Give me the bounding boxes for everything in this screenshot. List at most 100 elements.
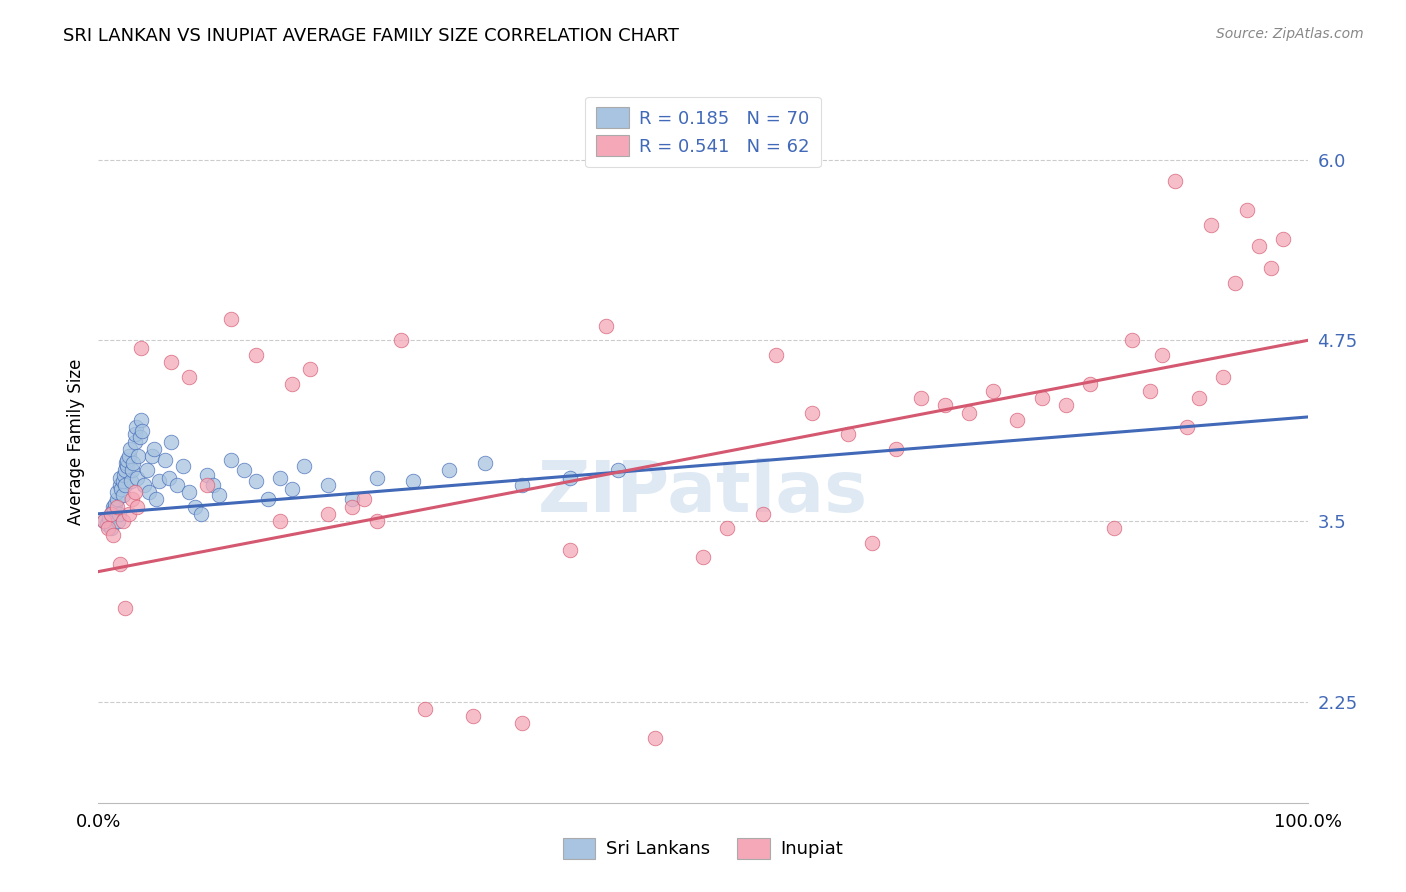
- Point: [208, 488, 231, 502]
- Point: [143, 442, 166, 456]
- Point: [389, 334, 412, 348]
- Point: [104, 497, 127, 511]
- Point: [269, 471, 291, 485]
- Point: [184, 500, 207, 514]
- Point: [800, 406, 823, 420]
- Point: [692, 550, 714, 565]
- Point: [96, 516, 118, 531]
- Point: [342, 492, 364, 507]
- Point: [145, 492, 167, 507]
- Text: ZIPatlas: ZIPatlas: [538, 458, 868, 526]
- Point: [127, 471, 149, 485]
- Point: [221, 453, 243, 467]
- Point: [292, 459, 315, 474]
- Point: [957, 406, 980, 420]
- Point: [157, 471, 180, 485]
- Text: SRI LANKAN VS INUPIAT AVERAGE FAMILY SIZE CORRELATION CHART: SRI LANKAN VS INUPIAT AVERAGE FAMILY SIZ…: [63, 27, 679, 45]
- Point: [342, 500, 364, 514]
- Point: [353, 492, 375, 507]
- Point: [127, 500, 149, 514]
- Point: [121, 463, 143, 477]
- Point: [607, 463, 630, 477]
- Point: [1249, 239, 1271, 253]
- Point: [837, 427, 859, 442]
- Point: [269, 514, 291, 528]
- Point: [1121, 334, 1143, 348]
- Point: [98, 511, 121, 525]
- Point: [117, 459, 139, 474]
- Point: [752, 507, 775, 521]
- Legend: Sri Lankans, Inupiat: Sri Lankans, Inupiat: [555, 830, 851, 866]
- Point: [111, 474, 134, 488]
- Point: [595, 318, 617, 333]
- Point: [474, 456, 496, 470]
- Point: [558, 471, 581, 485]
- Point: [463, 709, 485, 723]
- Point: [108, 471, 131, 485]
- Point: [148, 474, 170, 488]
- Point: [221, 311, 243, 326]
- Point: [108, 558, 131, 572]
- Point: [108, 507, 131, 521]
- Point: [510, 478, 533, 492]
- Point: [934, 398, 956, 412]
- Point: [190, 507, 212, 521]
- Point: [111, 514, 134, 528]
- Point: [1078, 376, 1101, 391]
- Point: [1175, 420, 1198, 434]
- Point: [299, 362, 322, 376]
- Point: [160, 434, 183, 449]
- Point: [281, 376, 304, 391]
- Point: [166, 478, 188, 492]
- Point: [281, 482, 304, 496]
- Point: [93, 514, 115, 528]
- Point: [114, 600, 136, 615]
- Point: [558, 542, 581, 557]
- Point: [981, 384, 1004, 398]
- Point: [105, 492, 128, 507]
- Point: [115, 456, 138, 470]
- Point: [195, 478, 218, 492]
- Point: [437, 463, 460, 477]
- Point: [1272, 232, 1295, 246]
- Point: [195, 467, 218, 482]
- Point: [118, 442, 141, 456]
- Point: [153, 453, 176, 467]
- Point: [100, 521, 122, 535]
- Point: [1102, 521, 1125, 535]
- Point: [316, 507, 339, 521]
- Point: [1212, 369, 1234, 384]
- Point: [111, 488, 134, 502]
- Point: [141, 449, 163, 463]
- Point: [316, 478, 339, 492]
- Point: [129, 341, 152, 355]
- Point: [245, 348, 267, 362]
- Point: [402, 474, 425, 488]
- Point: [124, 434, 146, 449]
- Point: [124, 485, 146, 500]
- Point: [366, 514, 388, 528]
- Point: [121, 492, 143, 507]
- Point: [172, 459, 194, 474]
- Point: [135, 463, 157, 477]
- Point: [860, 535, 883, 549]
- Point: [112, 467, 135, 482]
- Point: [107, 514, 129, 528]
- Point: [1152, 348, 1174, 362]
- Point: [510, 716, 533, 731]
- Point: [1188, 391, 1211, 405]
- Point: [232, 463, 254, 477]
- Text: Source: ZipAtlas.com: Source: ZipAtlas.com: [1216, 27, 1364, 41]
- Point: [122, 456, 145, 470]
- Point: [117, 453, 139, 467]
- Point: [160, 355, 183, 369]
- Point: [1163, 174, 1185, 188]
- Point: [100, 507, 122, 521]
- Point: [366, 471, 388, 485]
- Point: [108, 478, 131, 492]
- Point: [1139, 384, 1161, 398]
- Point: [101, 500, 124, 514]
- Point: [128, 430, 150, 444]
- Point: [886, 442, 908, 456]
- Point: [114, 463, 136, 477]
